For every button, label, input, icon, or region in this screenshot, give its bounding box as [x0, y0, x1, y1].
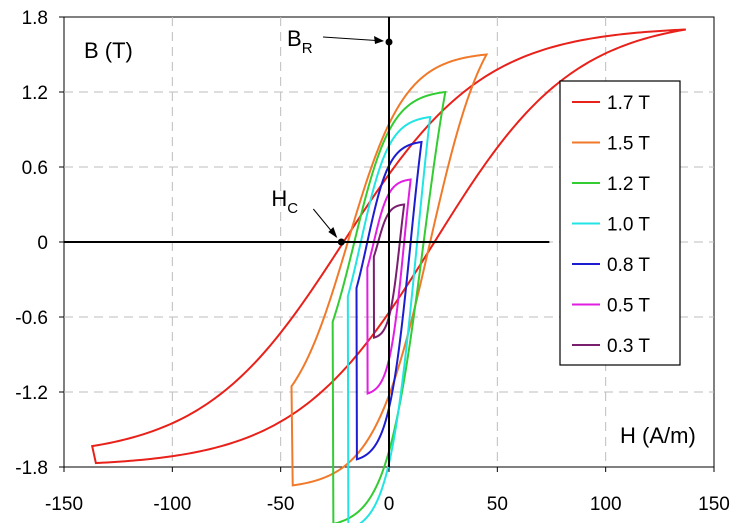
series-line-0-8-t	[355, 140, 423, 461]
y-axis-title: B (T)	[84, 38, 133, 63]
legend-label-0-8-t: 0.8 T	[607, 255, 650, 276]
series-line-1-5-t	[290, 53, 489, 487]
legend-label-0-5-t: 0.5 T	[607, 296, 650, 317]
series-layer	[90, 28, 686, 523]
x-tick-label: 100	[590, 494, 622, 515]
tick-layer: -150 -100 -50 0 50 100 150 1.8 1.2 0.6 0 -0.6 -1.2 -1…	[15, 8, 730, 515]
series-line-0-3-t	[372, 203, 406, 340]
y-tick-label: 0.6	[22, 158, 48, 179]
series-line-1-2-t	[331, 90, 447, 523]
br-arrowhead	[374, 36, 384, 44]
br-point	[385, 38, 393, 46]
legend-label-1-2-t: 1.2 T	[607, 174, 650, 195]
series-line-1-0-t	[346, 115, 432, 523]
x-tick-label: 0	[384, 494, 395, 515]
series-line-0-5-t	[366, 178, 412, 395]
hc-point	[337, 238, 345, 246]
y-tick-label: 0	[37, 233, 48, 254]
hc-arrowhead	[328, 227, 338, 238]
y-tick-label: 1.2	[22, 83, 48, 104]
y-tick-label: -0.6	[15, 308, 48, 329]
y-tick-label: -1.2	[15, 383, 48, 404]
x-tick-label: -100	[153, 494, 191, 515]
x-tick-label: -150	[45, 494, 83, 515]
legend-label-0-3-t: 0.3 T	[607, 336, 650, 357]
axes-layer	[64, 17, 550, 467]
legend-label-1-0-t: 1.0 T	[607, 215, 650, 236]
y-tick-label: -1.8	[15, 458, 48, 479]
x-tick-label: 50	[487, 494, 508, 515]
series-line-1-7-t	[90, 28, 686, 465]
hc-label-sub: C	[287, 200, 298, 217]
br-label-sub: R	[302, 40, 313, 57]
legend-label-1-5-t: 1.5 T	[607, 134, 650, 155]
x-axis-title: H (A/m)	[620, 423, 696, 448]
x-tick-label: -50	[267, 494, 294, 515]
br-arrow	[322, 36, 384, 42]
legend: 1.7 T 1.5 T 1.2 T 1.0 T 0.8 T 0.5 T 0.3 T	[559, 80, 681, 366]
x-tick-label: 150	[698, 494, 730, 515]
legend-label-1-7-t: 1.7 T	[607, 93, 650, 114]
y-tick-label: 1.8	[22, 8, 48, 29]
